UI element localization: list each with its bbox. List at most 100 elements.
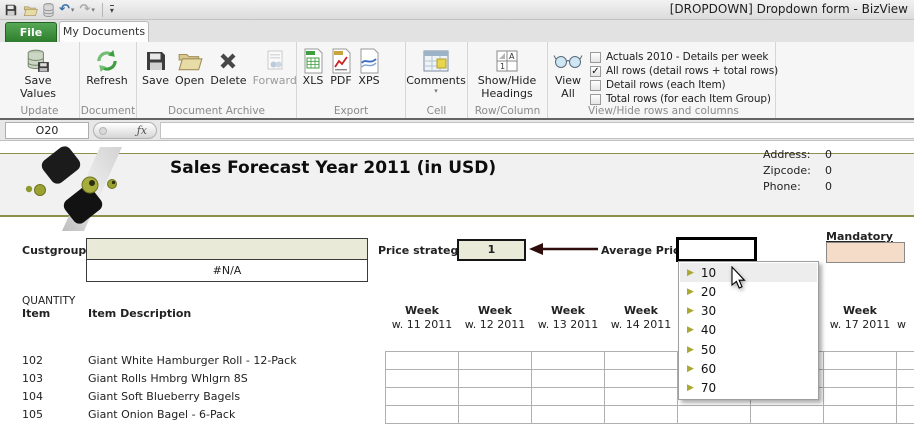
archive-forward-label: Forward bbox=[252, 74, 297, 87]
database-icon bbox=[43, 3, 54, 17]
custgroup-label: Custgroup bbox=[22, 244, 87, 257]
ribbon-group-viewhide: View All Actuals 2010 - Details per week… bbox=[548, 42, 778, 118]
archive-save-icon bbox=[144, 47, 168, 75]
checkbox-label: Detail rows (each Item) bbox=[606, 79, 726, 91]
archive-open-icon bbox=[177, 47, 203, 75]
cell-name-box[interactable]: O20 bbox=[5, 122, 89, 139]
item-column-header: Item bbox=[22, 307, 51, 320]
forward-icon bbox=[263, 47, 287, 75]
archive-save-button[interactable]: Save bbox=[139, 44, 172, 106]
item-description: Giant Soft Blueberry Bagels bbox=[88, 390, 241, 403]
price-strategy-label: Price strategy bbox=[378, 244, 466, 257]
group-label-viewhide: View/Hide rows and columns bbox=[588, 105, 739, 117]
archive-forward-button: Forward bbox=[250, 44, 300, 106]
zipcode-value: 0 bbox=[825, 163, 832, 177]
checkbox-icon[interactable] bbox=[590, 93, 601, 105]
archive-open-button[interactable]: Open bbox=[172, 44, 207, 106]
export-xps-label: XPS bbox=[358, 74, 380, 87]
option-arrow-icon: ▶ bbox=[687, 286, 694, 297]
redo-button[interactable]: ↷ ▾ bbox=[79, 2, 94, 18]
ribbon-group-export: XLS PDF XPS Export bbox=[297, 42, 406, 118]
dropdown-option-40[interactable]: ▶ 40 bbox=[680, 321, 817, 340]
quick-database-button[interactable] bbox=[43, 2, 54, 18]
dropdown-option-70[interactable]: ▶ 70 bbox=[680, 379, 817, 398]
item-number: 102 bbox=[22, 354, 43, 367]
zipcode-label: Zipcode: bbox=[763, 163, 811, 177]
document-title: Sales Forecast Year 2011 (in USD) bbox=[170, 158, 497, 178]
floppy-icon bbox=[5, 4, 17, 16]
option-label: 10 bbox=[700, 265, 717, 280]
view-all-button[interactable]: View All bbox=[550, 44, 586, 106]
export-pdf-button[interactable]: PDF bbox=[327, 44, 355, 106]
fx-icon: ƒx bbox=[136, 124, 147, 137]
average-price-dropdown-cell[interactable] bbox=[676, 237, 757, 262]
export-xps-button[interactable]: XPS bbox=[355, 44, 383, 106]
mouse-cursor-icon bbox=[731, 266, 746, 289]
item-number: 103 bbox=[22, 372, 43, 385]
dropdown-option-50[interactable]: ▶ 50 bbox=[680, 340, 817, 359]
checkbox-icon[interactable]: ✓ bbox=[590, 65, 601, 77]
group-label-cell: Cell bbox=[426, 105, 447, 117]
address-label: Address: bbox=[763, 147, 811, 161]
week-header: Week bbox=[405, 304, 439, 317]
quick-save-button[interactable] bbox=[4, 2, 18, 18]
undo-dropdown-icon[interactable]: ▾ bbox=[70, 6, 75, 14]
export-pdf-label: PDF bbox=[330, 74, 352, 87]
export-xls-label: XLS bbox=[302, 74, 324, 87]
checkbox-actuals-2010[interactable]: Actuals 2010 - Details per week bbox=[590, 50, 778, 64]
item-description: Giant White Hamburger Roll - 12-Pack bbox=[88, 354, 297, 367]
option-arrow-icon: ▶ bbox=[687, 267, 694, 278]
option-label: 20 bbox=[700, 284, 717, 299]
checkbox-detail-rows[interactable]: Detail rows (each Item) bbox=[590, 78, 778, 92]
custgroup-input-cell[interactable] bbox=[86, 238, 368, 260]
save-values-label: Save Values bbox=[20, 74, 56, 100]
formula-input[interactable] bbox=[160, 122, 914, 139]
archive-open-label: Open bbox=[175, 74, 205, 87]
forecast-grid-cells[interactable] bbox=[385, 351, 914, 424]
archive-delete-button[interactable]: Delete bbox=[207, 44, 249, 106]
quick-open-button[interactable] bbox=[23, 2, 38, 18]
customize-toolbar-button[interactable]: ▾ bbox=[109, 2, 114, 18]
week-header: Week bbox=[624, 304, 658, 317]
redo-dropdown-icon[interactable]: ▾ bbox=[91, 6, 95, 14]
checkbox-icon[interactable] bbox=[590, 51, 601, 63]
save-values-button[interactable]: Save Values bbox=[2, 44, 74, 106]
dropdown-option-20[interactable]: ▶ 20 bbox=[680, 282, 817, 301]
undo-icon: ↶ bbox=[59, 2, 70, 17]
dropdown-option-60[interactable]: ▶ 60 bbox=[680, 359, 817, 378]
show-hide-headings-label: Show/Hide Headings bbox=[477, 74, 537, 100]
view-checkbox-stack: Actuals 2010 - Details per week ✓ All ro… bbox=[586, 44, 778, 106]
window-titlebar: ↶ ▾ ↷ ▾ ▾ [DROPDOWN] Dropdown form - Biz… bbox=[0, 0, 914, 20]
ribbon-spacer bbox=[776, 42, 914, 118]
export-xls-button[interactable]: XLS bbox=[299, 44, 327, 106]
mandatory-input-cell[interactable] bbox=[826, 242, 905, 263]
undo-button[interactable]: ↶ ▾ bbox=[59, 2, 74, 18]
dropdown-option-10[interactable]: ▶ 10 bbox=[680, 263, 817, 283]
dropdown-option-30[interactable]: ▶ 30 bbox=[680, 302, 817, 321]
spreadsheet-area: Sales Forecast Year 2011 (in USD) Addres… bbox=[0, 141, 914, 424]
xls-file-icon bbox=[302, 47, 324, 75]
contact-block: Address: 0 Zipcode: 0 Phone: 0 bbox=[763, 146, 832, 194]
week-subheader: w. 17 2011 bbox=[829, 318, 891, 331]
refresh-button[interactable]: Refresh bbox=[82, 44, 132, 106]
xps-file-icon bbox=[358, 47, 380, 75]
price-strategy-cell[interactable]: 1 bbox=[457, 239, 526, 261]
checkbox-total-rows[interactable]: Total rows (for each Item Group) bbox=[590, 92, 778, 106]
checkbox-all-rows[interactable]: ✓ All rows (detail rows + total rows) bbox=[590, 64, 778, 78]
formula-bar: O20 ƒx bbox=[0, 118, 914, 141]
ribbon-group-document: Refresh Document bbox=[80, 42, 137, 118]
insert-function-button[interactable]: ƒx bbox=[93, 122, 157, 139]
address-value: 0 bbox=[825, 147, 832, 161]
option-label: 60 bbox=[700, 362, 717, 377]
tab-my-documents[interactable]: My Documents bbox=[59, 21, 149, 42]
group-label-document: Document bbox=[80, 105, 136, 117]
custgroup-na-cell[interactable]: #N/A bbox=[86, 260, 368, 282]
folder-icon bbox=[23, 5, 38, 16]
item-description: Giant Onion Bagel - 6-Pack bbox=[88, 408, 236, 421]
checkbox-icon[interactable] bbox=[590, 79, 601, 91]
group-label-update: Update bbox=[20, 105, 59, 117]
option-label: 50 bbox=[700, 342, 717, 357]
tab-file[interactable]: File bbox=[5, 22, 57, 42]
comments-button[interactable]: Comments ▾ bbox=[406, 44, 466, 106]
